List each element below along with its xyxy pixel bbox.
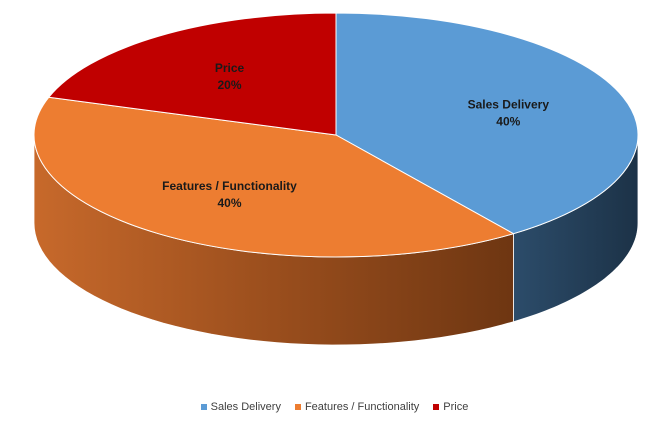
data-label-features-functionality: Features / Functionality bbox=[162, 179, 297, 193]
legend-item-sales-delivery: Sales Delivery bbox=[200, 401, 281, 413]
legend-label: Price bbox=[443, 401, 469, 413]
data-value-price: 20% bbox=[217, 78, 241, 92]
pie-labels: Sales Delivery 40% Features / Functionalit… bbox=[162, 61, 549, 210]
pie-slice-sales-delivery bbox=[335, 12, 639, 235]
pie-slices bbox=[33, 12, 639, 258]
data-label-price: Price bbox=[215, 61, 245, 75]
pie-slice-price bbox=[47, 12, 337, 136]
data-label-sales-delivery: Sales Delivery bbox=[468, 97, 550, 111]
legend-swatch bbox=[433, 404, 440, 410]
pie-slice-features-functionality bbox=[33, 96, 515, 258]
legend-label: Sales Delivery bbox=[210, 401, 281, 413]
legend-swatch bbox=[200, 404, 207, 410]
legend-item-features-functionality: Features / Functionality bbox=[294, 401, 420, 413]
legend-swatch bbox=[294, 404, 301, 410]
data-value-features-functionality: 40% bbox=[217, 196, 241, 210]
legend-item-price: Price bbox=[433, 401, 468, 413]
data-value-sales-delivery: 40% bbox=[496, 114, 520, 128]
legend-label: Features / Functionality bbox=[304, 401, 420, 413]
legend: Sales Delivery Features / Functionality … bbox=[0, 401, 669, 413]
